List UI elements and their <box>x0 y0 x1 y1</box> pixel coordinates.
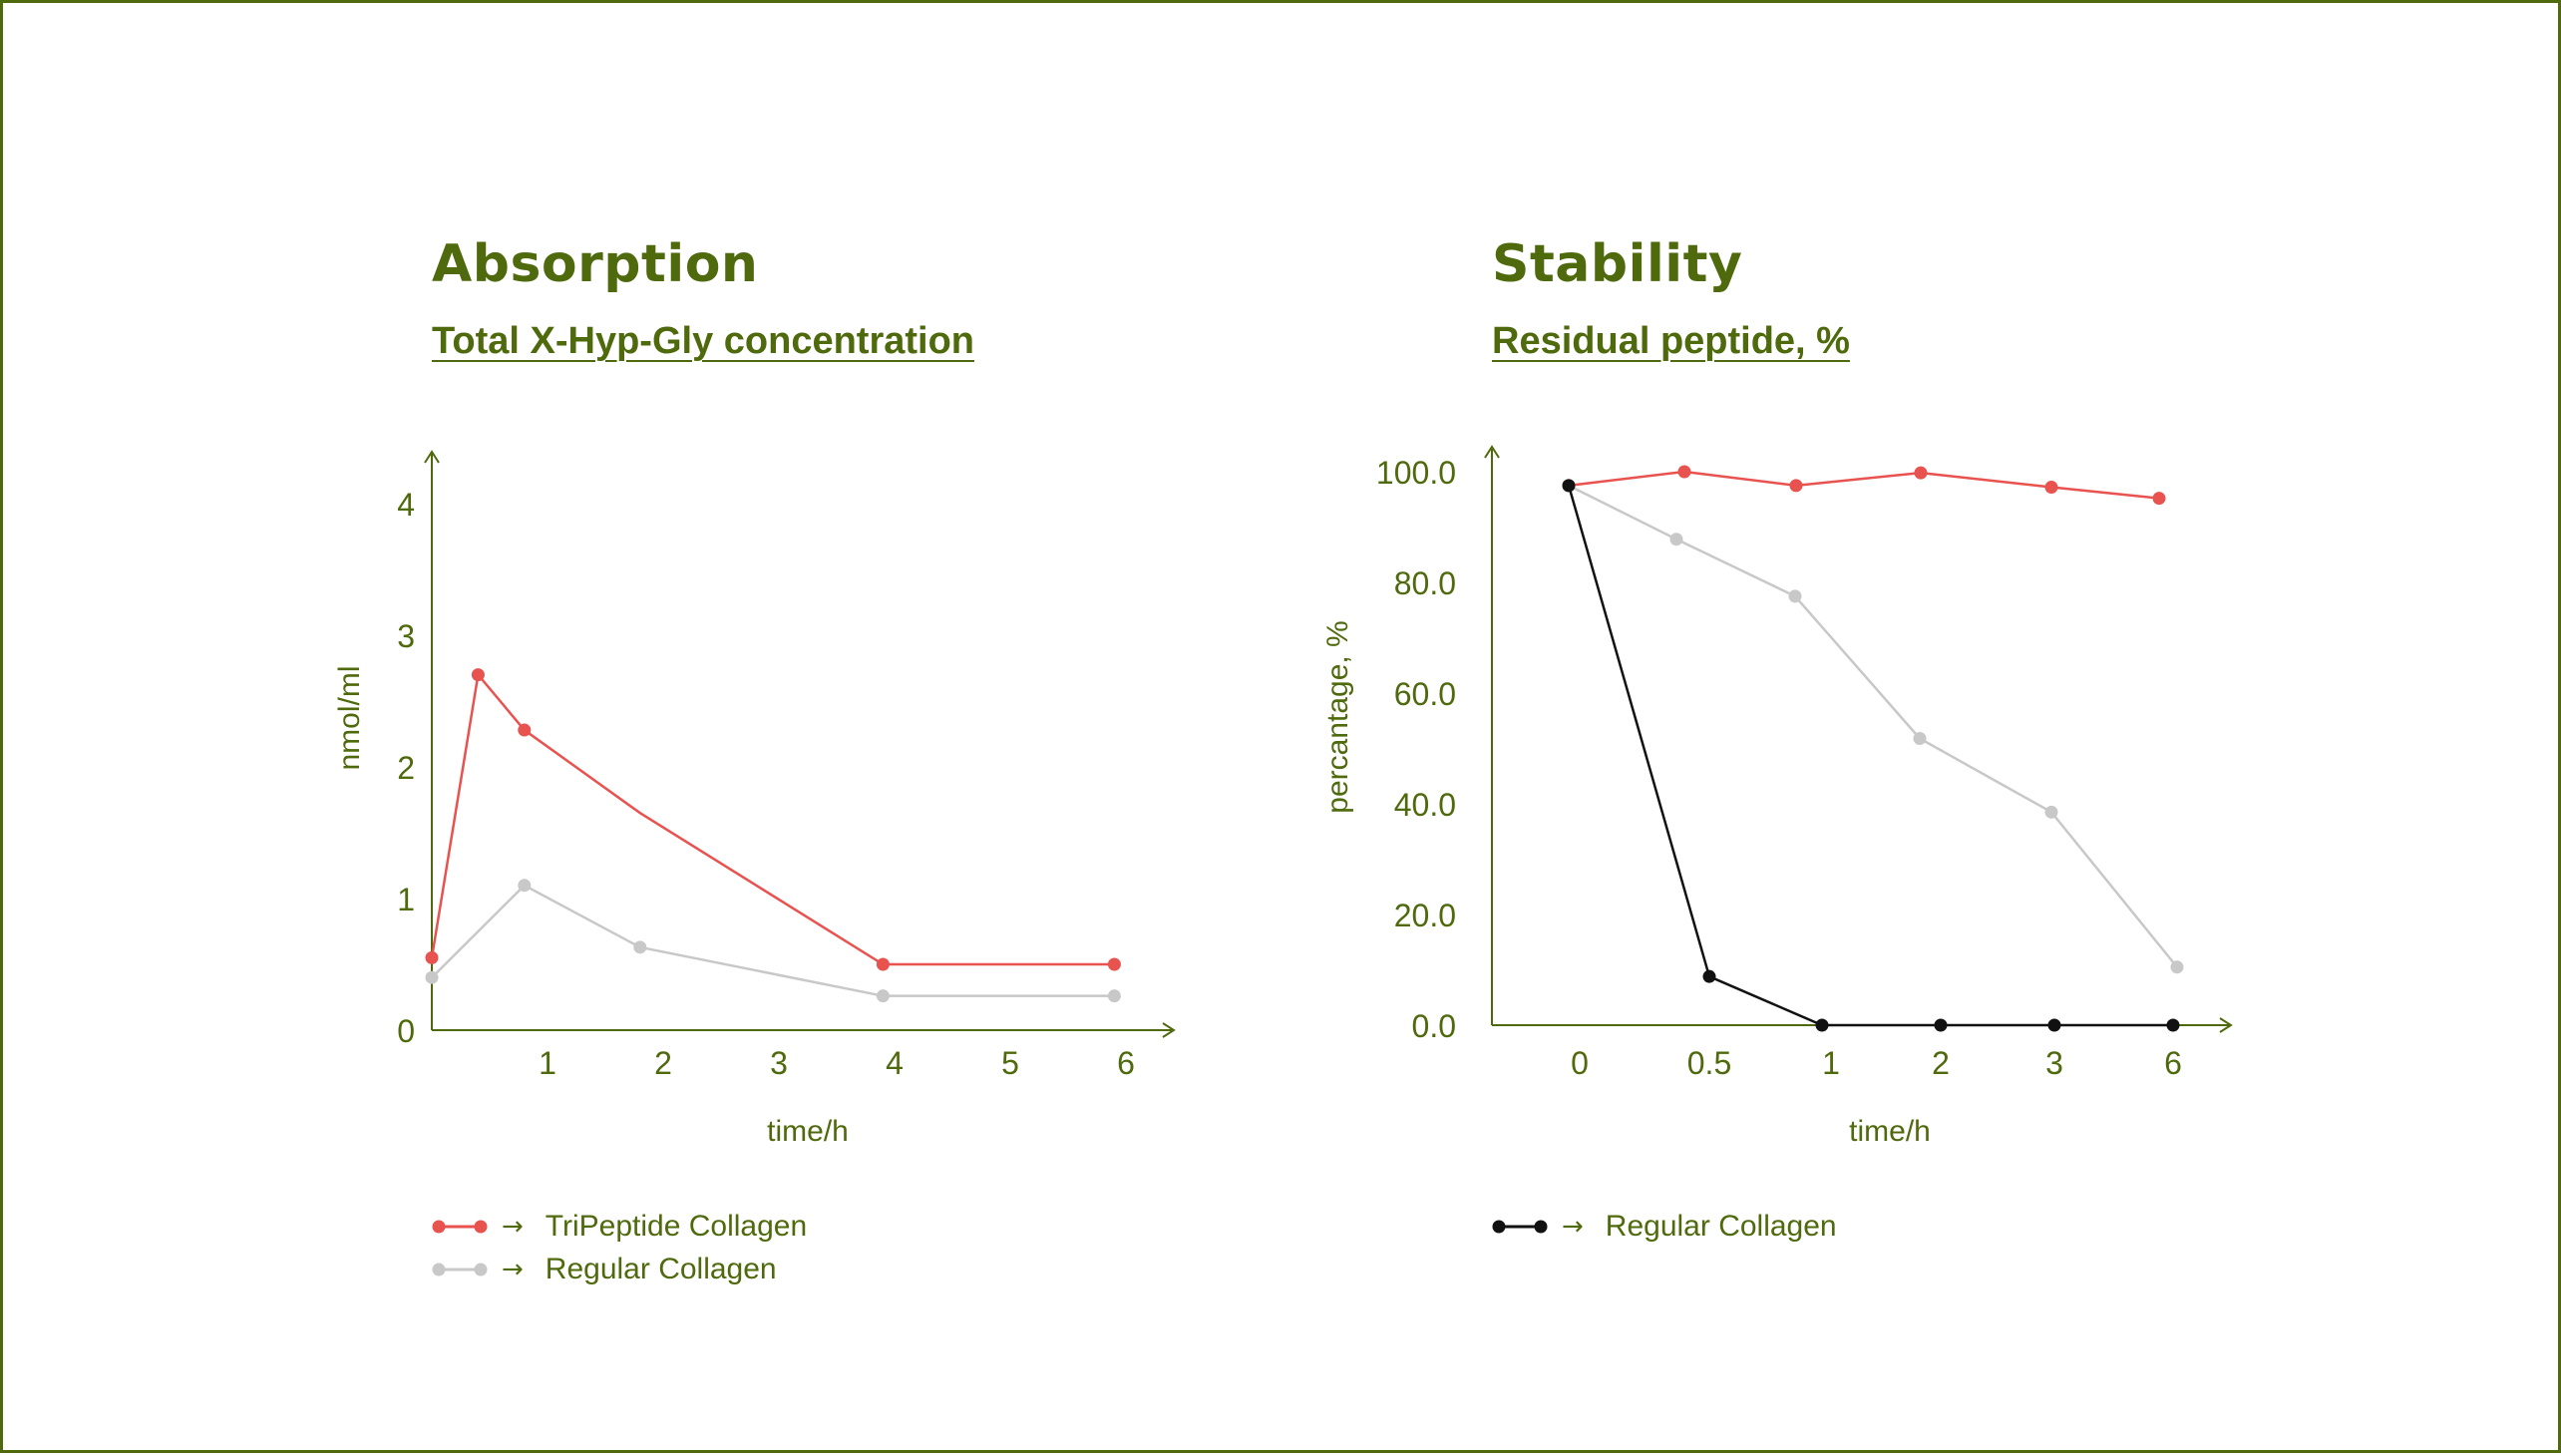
stability-y-tick-label: 100.0 <box>1376 455 1456 491</box>
absorption-y-tick-label: 3 <box>397 618 415 654</box>
stability-x-tick-label: 6 <box>2164 1045 2182 1081</box>
absorption-chart: 0 1 2 3 4 1 2 3 4 5 6 time/h nmol/ml <box>333 454 1172 1148</box>
absorption-data-point <box>471 668 485 682</box>
legend-item-regular-black: → Regular Collagen <box>1492 1210 1837 1243</box>
absorption-series-line <box>430 671 1115 966</box>
absorption-y-tick-label: 1 <box>397 882 415 917</box>
charts-canvas: 0 1 2 3 4 1 2 3 4 5 6 time/h nmol/ml 0.0 20.0 40.0 60.0 8… <box>333 445 2233 1148</box>
absorption-y-axis-arrow-icon <box>424 450 440 464</box>
absorption-subtitle-link[interactable]: Total X-Hyp-Gly concentration <box>432 320 975 362</box>
absorption-data-point <box>518 879 532 893</box>
stability-x-axis-arrow-icon <box>2219 1017 2233 1033</box>
absorption-x-tick-label: 1 <box>539 1045 556 1081</box>
stability-data-point <box>1677 465 1691 479</box>
legend-swatch-tripeptide <box>432 1220 488 1233</box>
stability-data-point <box>1669 533 1683 546</box>
stability-series-line <box>1567 485 2173 1027</box>
absorption-data-point <box>876 957 890 971</box>
stability-y-tick-label: 20.0 <box>1394 898 1456 933</box>
absorption-data-point <box>518 723 532 737</box>
stability-data-point <box>2047 1018 2061 1032</box>
stability-data-point <box>2166 1018 2180 1032</box>
absorption-x-axis-arrow-icon <box>1162 1022 1176 1038</box>
stability-x-tick-label: 0.5 <box>1687 1045 1731 1081</box>
stability-series-line <box>1568 484 2178 968</box>
stability-title: Stability <box>1492 234 1743 294</box>
absorption-y-tick-label: 0 <box>397 1013 415 1049</box>
absorption-x-axis-label: time/h <box>767 1115 849 1148</box>
stability-data-point <box>2170 960 2184 974</box>
absorption-x-tick-label: 3 <box>770 1045 788 1081</box>
stability-data-point <box>1562 479 1576 493</box>
stability-x-tick-label: 2 <box>1932 1045 1950 1081</box>
legend-item-tripeptide: → TriPeptide Collagen <box>432 1210 807 1243</box>
stability-y-axis-label: percantage, % <box>1321 620 1354 813</box>
legend-swatch-regular-gray <box>432 1263 488 1275</box>
stability-x-tick-label: 0 <box>1571 1045 1589 1081</box>
stability-y-tick-label: 40.0 <box>1394 787 1456 823</box>
absorption-data-point <box>425 970 439 984</box>
stability-data-point <box>1934 1018 1948 1032</box>
absorption-y-tick-label: 4 <box>397 487 415 523</box>
absorption-title: Absorption <box>432 234 759 294</box>
legend-swatch-regular-black <box>1492 1220 1548 1233</box>
stability-data-point <box>2044 805 2058 819</box>
stability-data-point <box>1788 589 1802 603</box>
stability-data-point <box>1789 479 1803 493</box>
absorption-x-tick-label: 4 <box>886 1045 904 1081</box>
absorption-legend: → TriPeptide Collagen → Regular Collagen <box>432 1210 807 1285</box>
stability-data-point <box>1913 732 1927 746</box>
arrow-right-icon: → <box>502 1254 524 1284</box>
stability-x-tick-label: 3 <box>2045 1045 2063 1081</box>
absorption-data-point <box>633 940 647 954</box>
legend-item-regular-gray: → Regular Collagen <box>432 1253 807 1285</box>
absorption-x-tick-label: 5 <box>1001 1045 1019 1081</box>
arrow-right-icon: → <box>1562 1211 1584 1242</box>
stability-x-tick-label: 1 <box>1822 1045 1840 1081</box>
stability-y-tick-label: 80.0 <box>1394 565 1456 601</box>
absorption-data-point <box>876 989 890 1003</box>
absorption-data-point <box>425 950 439 964</box>
absorption-series-line <box>431 884 1115 997</box>
stability-series-line <box>1568 470 2160 500</box>
stability-y-tick-label: 60.0 <box>1394 676 1456 712</box>
legend-label-regular-gray: Regular Collagen <box>545 1252 777 1285</box>
stability-y-tick-label: 0.0 <box>1412 1008 1456 1044</box>
stability-data-point <box>2044 481 2058 495</box>
stability-chart: 0.0 20.0 40.0 60.0 80.0 100.0 0 0.5 1 2 3 6 time/h pe… <box>1321 449 2229 1148</box>
stability-data-point <box>1914 466 1928 480</box>
arrow-right-icon: → <box>502 1211 524 1242</box>
absorption-y-axis-label: nmol/ml <box>333 665 366 770</box>
legend-label-tripeptide: TriPeptide Collagen <box>545 1209 808 1243</box>
absorption-x-tick-label: 6 <box>1117 1045 1135 1081</box>
absorption-data-point <box>1107 989 1121 1003</box>
absorption-x-tick-label: 2 <box>654 1045 672 1081</box>
absorption-data-point <box>1107 957 1121 971</box>
stability-x-axis-label: time/h <box>1849 1115 1931 1148</box>
stability-subtitle-link[interactable]: Residual peptide, % <box>1492 320 1850 362</box>
stability-data-point <box>1702 969 1716 983</box>
legend-label-regular-black: Regular Collagen <box>1605 1209 1837 1243</box>
absorption-y-tick-label: 2 <box>397 750 415 786</box>
stability-data-point <box>2152 492 2166 506</box>
stability-legend: → Regular Collagen <box>1492 1210 1837 1243</box>
stability-y-axis-arrow-icon <box>1484 445 1500 459</box>
stability-data-point <box>1815 1018 1829 1032</box>
